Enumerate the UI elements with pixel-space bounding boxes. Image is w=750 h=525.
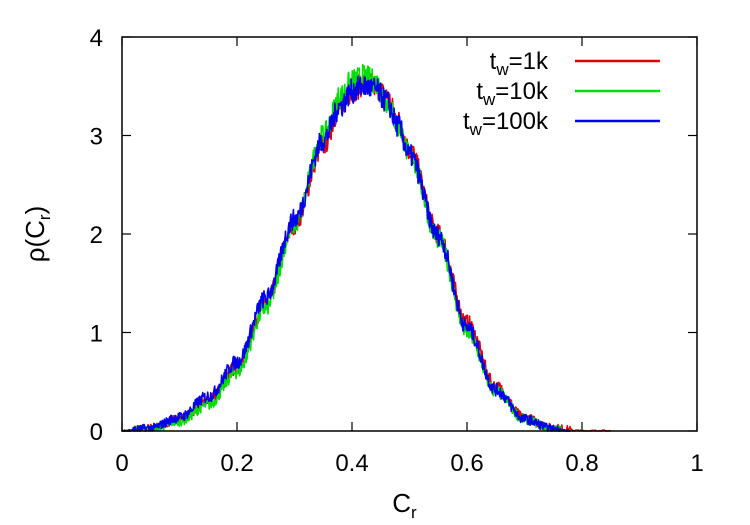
legend-label-sub: w xyxy=(482,90,496,109)
x-tick-label: 0.4 xyxy=(335,450,368,477)
x-tick-label: 0.6 xyxy=(450,450,483,477)
legend-label-rest: =100k xyxy=(482,108,549,135)
y-axis-label: ρ(Cr) xyxy=(20,206,54,263)
x-axis-label-main: C xyxy=(392,488,411,518)
y-axis-label-post: ) xyxy=(20,206,50,215)
legend-label-sub: w xyxy=(469,120,483,139)
legend-label-main: t xyxy=(476,78,483,105)
legend-label-2: tw=100k xyxy=(463,108,549,139)
y-tick-label: 3 xyxy=(90,124,103,151)
y-axis-ticks: 0 1 2 3 4 xyxy=(90,25,697,446)
legend-label-rest: =10k xyxy=(495,78,549,105)
plot-frame xyxy=(121,36,698,432)
x-axis-ticks: 0 0.2 0.4 0.6 0.8 1 xyxy=(115,37,704,477)
x-tick-label: 0 xyxy=(115,450,128,477)
y-tick-label: 2 xyxy=(90,222,103,249)
y-tick-label: 0 xyxy=(90,419,103,446)
y-tick-label: 1 xyxy=(90,321,103,348)
series-layer xyxy=(121,63,612,432)
x-axis-label-sub: r xyxy=(411,503,417,522)
legend-label-sub: w xyxy=(495,60,509,79)
x-tick-label: 0.8 xyxy=(565,450,598,477)
legend-label-0: tw=1k xyxy=(490,48,549,79)
x-axis-label: Cr xyxy=(392,488,417,522)
x-tick-label: 1 xyxy=(690,450,703,477)
legend-label-main: t xyxy=(463,108,470,135)
series-line-2 xyxy=(121,75,572,432)
y-axis-label-pre: ρ(C xyxy=(20,220,50,262)
legend-label-main: t xyxy=(490,48,497,75)
y-tick-label: 4 xyxy=(90,25,103,52)
legend-label-1: tw=10k xyxy=(476,78,549,109)
x-tick-label: 0.2 xyxy=(220,450,253,477)
y-axis-label-sub: r xyxy=(35,214,54,220)
legend-label-rest: =1k xyxy=(509,48,549,75)
